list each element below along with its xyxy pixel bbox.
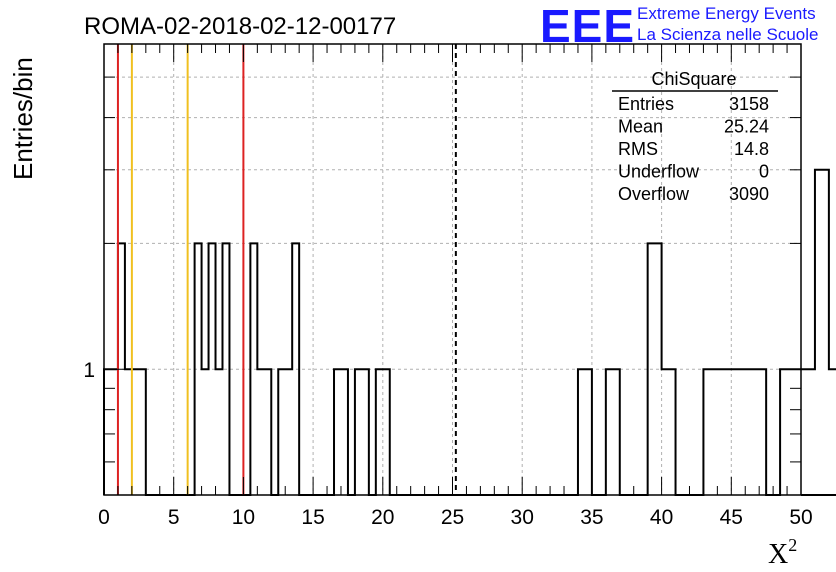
stats-row-value: 3090 xyxy=(729,184,769,204)
chart-title: ROMA-02-2018-02-12-00177 xyxy=(84,13,396,40)
x-tick-labels: 0 5 10 15 20 25 30 35 40 45 50 1 xyxy=(83,359,812,529)
stats-row-label: Entries xyxy=(618,94,674,114)
eee-logo-line2: La Scienza nelle Scuole xyxy=(637,25,818,44)
eee-logo: EEE Extreme Energy Events La Scienza nel… xyxy=(540,0,818,52)
y-tick-label: 1 xyxy=(83,359,95,382)
reference-lines xyxy=(116,44,457,495)
x-tick-label: 50 xyxy=(789,506,812,529)
axis-ticks xyxy=(103,43,802,495)
x-tick-label: 0 xyxy=(98,506,110,529)
stats-row-label: Mean xyxy=(618,117,663,137)
histogram-step-line xyxy=(103,168,836,496)
stats-title: ChiSquare xyxy=(651,69,736,89)
x-tick-label: 5 xyxy=(168,506,180,529)
stats-row-value: 0 xyxy=(759,162,769,182)
x-axis-label-base: X xyxy=(768,539,788,570)
stats-row-label: Underflow xyxy=(618,162,700,182)
stats-row-value: 25.24 xyxy=(724,117,769,137)
x-tick-label: 40 xyxy=(650,506,673,529)
x-tick-label: 30 xyxy=(511,506,534,529)
stats-row-label: Overflow xyxy=(618,184,690,204)
histogram-bins xyxy=(103,168,836,496)
stats-row-value: 3158 xyxy=(729,94,769,114)
stats-row-label: RMS xyxy=(618,139,658,159)
x-axis-label-sup: 2 xyxy=(788,535,797,555)
eee-logo-line1: Extreme Energy Events xyxy=(637,4,816,23)
x-axis-label: X2 xyxy=(768,535,797,570)
stats-row-value: 14.8 xyxy=(734,139,769,159)
x-tick-label: 15 xyxy=(301,506,324,529)
x-tick-label: 45 xyxy=(720,506,743,529)
y-axis-label: Entries/bin xyxy=(8,57,38,180)
x-tick-label: 10 xyxy=(232,506,255,529)
x-tick-label: 20 xyxy=(371,506,394,529)
x-tick-label: 25 xyxy=(441,506,464,529)
stats-box: ChiSquare Entries 3158 Mean 25.24 RMS 14.8 Und… xyxy=(612,69,778,204)
x-tick-label: 35 xyxy=(580,506,603,529)
